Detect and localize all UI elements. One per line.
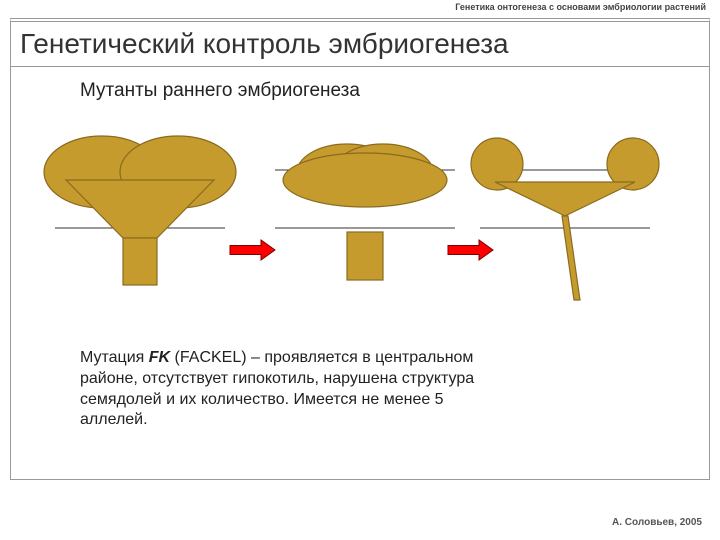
gene-fullname: (FACKEL)	[175, 349, 247, 366]
embryo-diagram	[0, 130, 720, 310]
breadcrumb: Генетика онтогенеза с основами эмбриолог…	[455, 2, 706, 12]
gene-symbol: FK	[149, 349, 170, 366]
subtitle: Мутанты раннего эмбриогенеза	[80, 80, 360, 102]
footer-credit: А. Соловьев, 2005	[612, 517, 702, 528]
body-prefix: Мутация	[80, 349, 149, 366]
page-title: Генетический контроль эмбриогенеза	[20, 28, 509, 60]
description-text: Мутация FK (FACKEL) – проявляется в цент…	[80, 348, 500, 431]
title-underline	[10, 66, 710, 67]
